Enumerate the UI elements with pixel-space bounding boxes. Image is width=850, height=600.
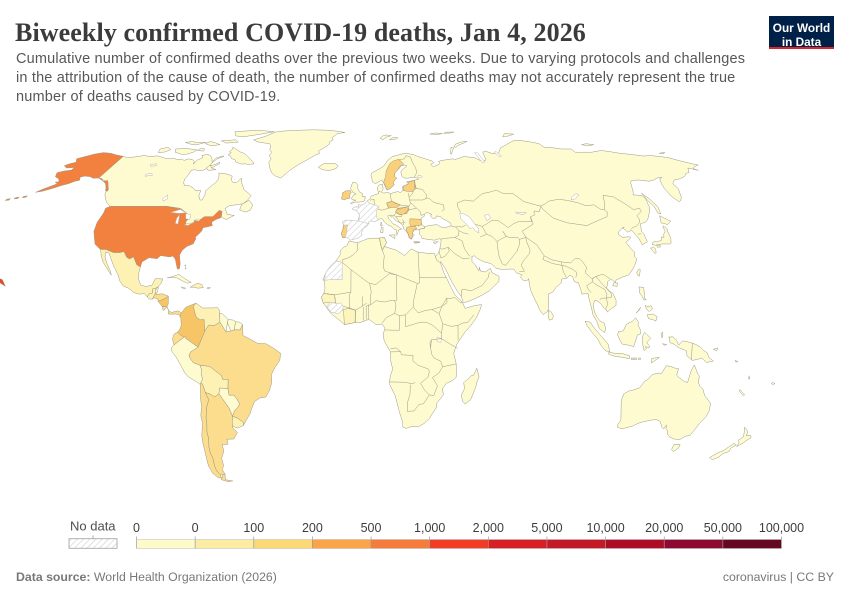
svg-text:500: 500 [361, 521, 382, 535]
svg-text:100,000: 100,000 [759, 521, 804, 535]
svg-text:200: 200 [302, 521, 323, 535]
svg-text:5,000: 5,000 [531, 521, 562, 535]
svg-text:0: 0 [133, 521, 140, 535]
svg-text:10,000: 10,000 [586, 521, 624, 535]
svg-text:100: 100 [243, 521, 264, 535]
svg-text:1,000: 1,000 [414, 521, 445, 535]
svg-text:No data: No data [70, 519, 116, 534]
svg-text:20,000: 20,000 [645, 521, 683, 535]
svg-text:50,000: 50,000 [704, 521, 742, 535]
svg-text:0: 0 [192, 521, 199, 535]
svg-text:2,000: 2,000 [473, 521, 504, 535]
